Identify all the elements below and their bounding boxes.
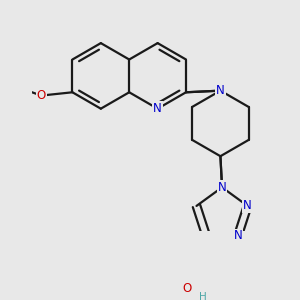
Text: O: O xyxy=(182,282,191,295)
Text: N: N xyxy=(153,102,162,115)
Text: N: N xyxy=(243,200,252,212)
Text: N: N xyxy=(233,230,242,242)
Text: N: N xyxy=(216,84,225,97)
Text: H: H xyxy=(199,292,207,300)
Text: O: O xyxy=(37,89,46,102)
Text: N: N xyxy=(218,181,226,194)
